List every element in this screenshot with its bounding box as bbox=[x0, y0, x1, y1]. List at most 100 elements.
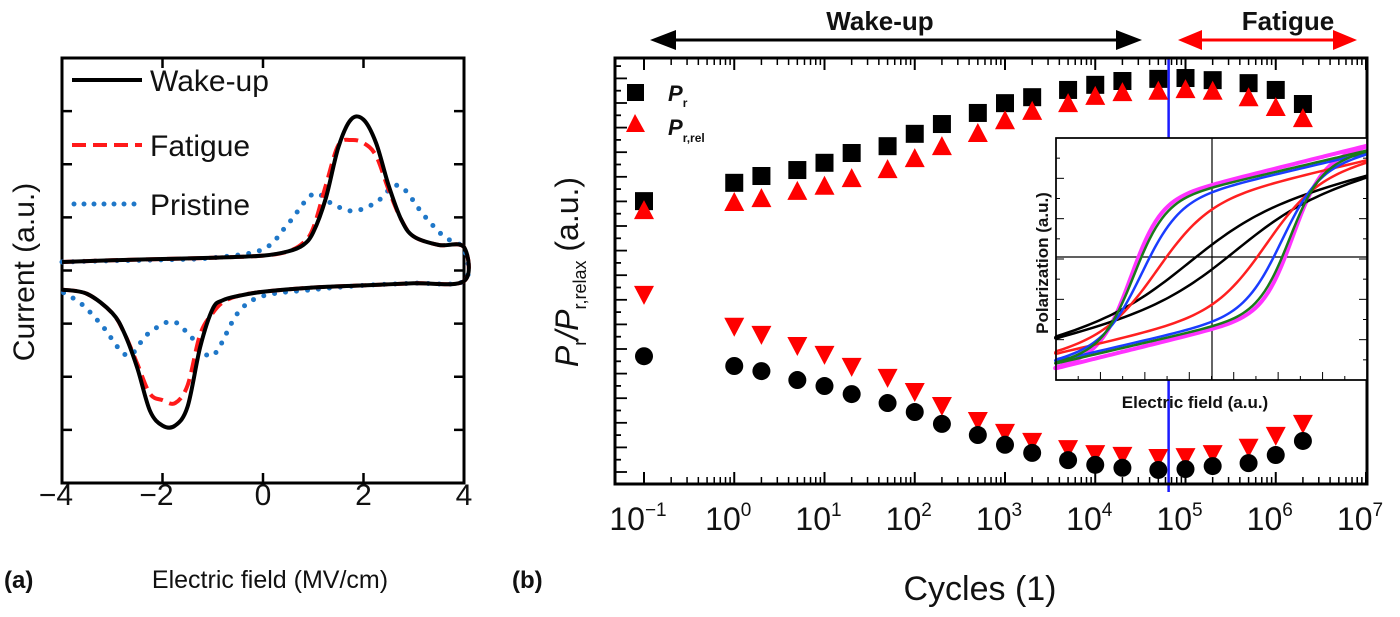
marker-triangle-up bbox=[1175, 79, 1196, 99]
legend-marker-triangle bbox=[626, 114, 645, 132]
marker-triangle-up bbox=[1112, 82, 1133, 102]
x-tick-label: 105 bbox=[1156, 500, 1202, 537]
marker-triangle-up bbox=[634, 200, 654, 220]
marker-triangle-up bbox=[1022, 100, 1043, 120]
marker-triangle-up bbox=[814, 175, 835, 195]
marker-square bbox=[878, 137, 897, 156]
panel-b-x-axis-label: Cycles (1) bbox=[903, 570, 1056, 608]
marker-square bbox=[842, 143, 861, 162]
x-tick-label: 100 bbox=[705, 500, 751, 537]
marker-triangle-up bbox=[724, 191, 745, 211]
marker-triangle-up bbox=[1085, 85, 1106, 105]
inset-frame-outline bbox=[1055, 137, 1368, 381]
marker-circle bbox=[1149, 460, 1168, 479]
panel-a-ticks: −4 −2 0 2 4 bbox=[39, 58, 472, 512]
marker-triangle-down bbox=[1202, 445, 1223, 465]
marker-circle bbox=[1113, 458, 1132, 477]
marker-square bbox=[1176, 69, 1195, 88]
marker-triangle-up bbox=[995, 110, 1015, 130]
legend-marker-square bbox=[627, 84, 644, 101]
marker-triangle-down bbox=[1292, 414, 1313, 434]
marker-square bbox=[815, 153, 834, 172]
marker-triangle-down bbox=[1148, 449, 1169, 469]
marker-circle bbox=[1176, 460, 1195, 479]
x-tick-label: 104 bbox=[1066, 500, 1113, 537]
marker-square bbox=[1086, 75, 1105, 94]
marker-square bbox=[1113, 72, 1132, 91]
marker-circle bbox=[788, 371, 807, 390]
marker-circle bbox=[968, 426, 987, 445]
hysteresis-loop bbox=[1053, 149, 1368, 365]
marker-square bbox=[996, 94, 1014, 113]
arrowhead-right-icon bbox=[1116, 30, 1142, 50]
panel-a-legend: Wake-up Fatigue Pristine bbox=[71, 65, 269, 222]
marker-circle bbox=[1023, 443, 1042, 462]
panel-a-y-axis-label: Current (a.u.) bbox=[8, 183, 41, 361]
inset-y-axis-label: Polarization (a.u.) bbox=[1033, 192, 1052, 334]
hysteresis-loop bbox=[1053, 174, 1368, 340]
fatigue-annotation: Fatigue bbox=[1178, 6, 1357, 50]
marker-triangle-up bbox=[841, 168, 862, 188]
x-tick-label: 102 bbox=[886, 500, 932, 537]
marker-triangle-up bbox=[904, 148, 925, 168]
hysteresis-loop bbox=[1053, 159, 1368, 356]
marker-triangle-down bbox=[751, 325, 772, 345]
legend-label-wake-up: Wake-up bbox=[150, 65, 269, 98]
marker-triangle-down bbox=[931, 397, 952, 417]
panel-b-x-tick-labels: 10−1 100 101 102 103 104 105 106 107 bbox=[609, 500, 1383, 537]
x-tick-label: 106 bbox=[1247, 500, 1293, 537]
marker-square bbox=[788, 161, 807, 180]
marker-triangle-down bbox=[877, 368, 898, 388]
marker-square bbox=[1266, 80, 1285, 99]
marker-square bbox=[1023, 88, 1042, 107]
panel-a-axes-frame bbox=[60, 56, 466, 485]
marker-triangle-down bbox=[1112, 446, 1133, 466]
marker-square bbox=[905, 124, 924, 143]
marker-triangle-down bbox=[634, 285, 654, 305]
marker-square bbox=[1149, 69, 1168, 88]
marker-circle bbox=[1203, 457, 1222, 476]
legend-label-pr-rel: Pr,rel bbox=[668, 115, 705, 145]
marker-triangle-up bbox=[931, 136, 952, 156]
panel-b-markers bbox=[634, 69, 1313, 479]
panel-a: −4 −2 0 2 4 Wake-up Fatigue Pristine Current… bbox=[4, 56, 472, 594]
marker-circle bbox=[815, 377, 834, 396]
x-tick-label: 101 bbox=[795, 500, 841, 537]
marker-triangle-down bbox=[1085, 445, 1106, 465]
marker-triangle-down bbox=[814, 345, 835, 365]
marker-circle bbox=[752, 362, 771, 381]
arrowhead-left-icon bbox=[1178, 30, 1202, 50]
x-tick-label: 0 bbox=[255, 479, 272, 512]
legend-label-pr: Pr bbox=[668, 81, 688, 110]
marker-triangle-down bbox=[995, 423, 1015, 443]
marker-triangle-up bbox=[1148, 80, 1169, 100]
marker-triangle-up bbox=[1202, 80, 1223, 100]
panel-b: 10−1 100 101 102 103 104 105 106 107 Polarizatio… bbox=[512, 6, 1383, 608]
marker-circle bbox=[725, 356, 744, 375]
marker-circle bbox=[878, 394, 897, 413]
marker-triangle-down bbox=[841, 357, 862, 377]
marker-triangle-down bbox=[1175, 448, 1196, 468]
marker-square bbox=[1293, 95, 1312, 114]
marker-triangle-down bbox=[1265, 426, 1286, 446]
marker-triangle-up bbox=[1238, 87, 1259, 107]
inset-hysteresis-plot: Polarization (a.u.) Electric field (a.u.… bbox=[1033, 137, 1368, 412]
marker-square bbox=[1203, 71, 1222, 90]
arrowhead-right-icon bbox=[1333, 30, 1357, 50]
x-tick-label: 4 bbox=[456, 479, 473, 512]
marker-square bbox=[725, 173, 744, 192]
marker-circle bbox=[1266, 446, 1285, 465]
fatigue-annotation-label: Fatigue bbox=[1242, 6, 1334, 36]
panel-b-legend: Pr Pr,rel bbox=[626, 81, 705, 145]
marker-triangle-up bbox=[1265, 96, 1286, 116]
wake-up-annotation-label: Wake-up bbox=[826, 6, 933, 36]
panel-a-label: (a) bbox=[4, 567, 33, 594]
legend-label-fatigue: Fatigue bbox=[150, 130, 250, 163]
marker-circle bbox=[842, 385, 861, 404]
inset-loops bbox=[1053, 143, 1368, 371]
legend-label-pristine: Pristine bbox=[150, 189, 250, 222]
marker-square bbox=[752, 167, 771, 186]
marker-circle bbox=[996, 435, 1014, 454]
wake-up-annotation: Wake-up bbox=[650, 6, 1142, 50]
